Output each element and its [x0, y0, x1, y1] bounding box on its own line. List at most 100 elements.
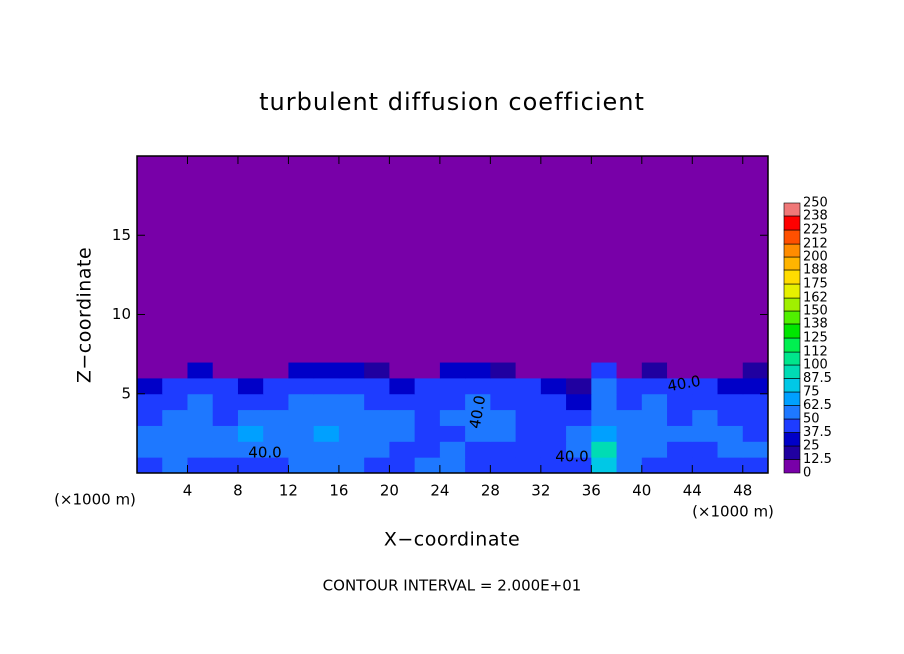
cell — [616, 425, 643, 442]
cell — [212, 156, 239, 363]
x-tick-label: 4 — [183, 482, 193, 500]
colorbar-label: 162 — [803, 291, 828, 306]
x-tick-label: 32 — [531, 482, 550, 500]
colorbar-label: 150 — [803, 304, 828, 319]
cell — [465, 377, 491, 395]
cell — [692, 393, 719, 411]
cell — [616, 362, 643, 379]
cell — [137, 393, 163, 411]
x-tick-label: 20 — [380, 482, 399, 500]
cell — [641, 393, 668, 411]
colorbar-label: 212 — [803, 237, 828, 252]
cell — [616, 441, 643, 458]
cell — [667, 425, 693, 442]
cell — [162, 425, 188, 442]
cell — [742, 441, 769, 458]
cell — [389, 441, 416, 458]
cell — [465, 409, 491, 426]
cell — [566, 362, 592, 379]
cell — [717, 409, 744, 426]
cell — [237, 362, 264, 379]
cell — [313, 441, 340, 458]
cell — [313, 425, 340, 442]
cell — [313, 393, 340, 411]
cell — [364, 425, 390, 442]
contour-label: 40.0 — [466, 394, 490, 430]
cell — [414, 457, 441, 474]
cell — [414, 425, 441, 442]
colorbar-band — [783, 202, 801, 217]
cell — [338, 377, 365, 395]
cell — [641, 425, 668, 442]
cell — [692, 457, 719, 474]
cell — [162, 156, 188, 363]
colorbar-band — [783, 256, 801, 271]
colorbar-band — [783, 405, 801, 420]
cell — [717, 377, 744, 395]
cell — [616, 377, 643, 395]
colorbar-label: 138 — [803, 316, 828, 331]
cell — [717, 425, 744, 442]
cell — [490, 393, 517, 411]
colorbar-label: 188 — [803, 262, 828, 277]
cell — [465, 441, 491, 458]
colorbar-band — [783, 243, 801, 258]
cell — [162, 409, 188, 426]
colorbar-band — [783, 351, 801, 366]
cell — [313, 362, 340, 379]
cell — [515, 156, 542, 363]
colorbar-band — [783, 215, 801, 231]
cell — [288, 156, 315, 363]
x-tick-label: 8 — [233, 482, 243, 500]
cell — [439, 156, 466, 363]
cell — [490, 441, 517, 458]
cell — [263, 156, 289, 363]
cell — [187, 393, 214, 411]
cell — [641, 457, 668, 474]
cell — [212, 457, 239, 474]
cell — [490, 377, 517, 395]
x-tick-label: 40 — [632, 482, 651, 500]
cell — [490, 425, 517, 442]
cell — [338, 393, 365, 411]
cell — [742, 457, 769, 474]
cell — [263, 425, 289, 442]
cell — [364, 377, 390, 395]
cell — [338, 409, 365, 426]
cell — [162, 457, 188, 474]
cell — [414, 362, 441, 379]
cell — [540, 425, 567, 442]
cell — [540, 156, 567, 363]
cell — [187, 409, 214, 426]
cell — [692, 156, 719, 363]
cell — [288, 362, 315, 379]
cell — [439, 393, 466, 411]
cell — [137, 362, 163, 379]
cell — [566, 441, 592, 458]
cell — [566, 377, 592, 395]
cell — [364, 362, 390, 379]
colorbar-label: 175 — [803, 277, 828, 292]
cell — [338, 156, 365, 363]
colorbar-band — [783, 310, 801, 325]
y-tick-label: 15 — [112, 226, 131, 244]
cell — [591, 156, 618, 363]
cell — [237, 393, 264, 411]
cell — [490, 362, 517, 379]
x-tick-label: 48 — [733, 482, 752, 500]
x-tick-label: 44 — [683, 482, 702, 500]
cell — [364, 409, 390, 426]
cell — [515, 457, 542, 474]
cell — [237, 441, 264, 458]
cell — [717, 457, 744, 474]
cell — [338, 457, 365, 474]
cell — [591, 377, 618, 395]
colorbar-label: 100 — [803, 358, 828, 373]
cell — [465, 393, 491, 411]
cell — [313, 409, 340, 426]
x-tick-label: 28 — [481, 482, 500, 500]
cell — [515, 377, 542, 395]
cell — [338, 441, 365, 458]
cell — [263, 362, 289, 379]
